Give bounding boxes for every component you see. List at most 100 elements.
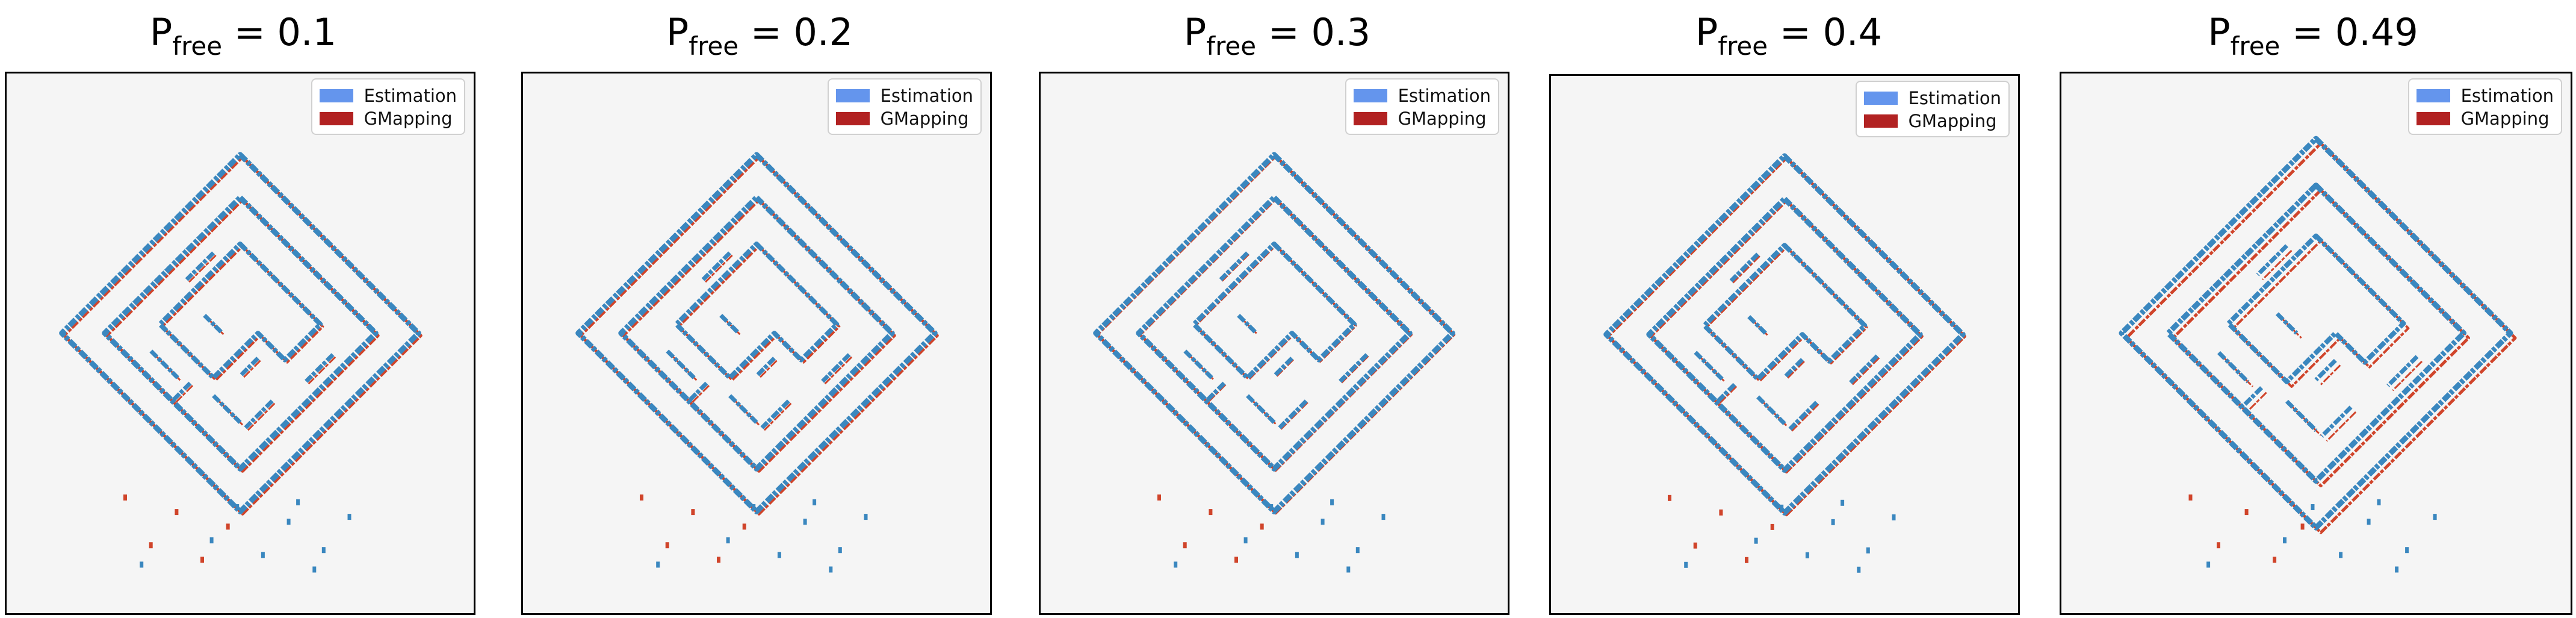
- obstacle-point: [1234, 557, 1238, 563]
- estimation-wall-segment: [305, 353, 335, 383]
- obstacle-point: [691, 509, 695, 516]
- estimation-wall-room: [1701, 243, 1868, 382]
- obstacle-point: [1668, 495, 1671, 501]
- obstacle-point: [1355, 547, 1360, 554]
- obstacle-point: [226, 523, 230, 530]
- gmapping-wall-segment: [2262, 249, 2293, 281]
- legend: Estimation GMapping: [827, 78, 982, 135]
- obstacle-point: [1157, 494, 1161, 501]
- obstacle-point: [2311, 504, 2315, 510]
- estimation-wall-segment: [1694, 351, 1724, 381]
- map-panel-2: Pfree = 0.2 Estimation GMapping: [516, 0, 998, 618]
- obstacle-point: [1346, 566, 1351, 573]
- obstacle-point: [321, 547, 326, 554]
- estimation-wall-outer: [2119, 136, 2513, 531]
- gmapping-wall-room: [1704, 246, 1868, 382]
- estimation-wall-outer: [575, 152, 938, 514]
- estimation-wall-outer: [1603, 153, 1966, 516]
- estimation-wall-segment: [2217, 351, 2250, 384]
- obstacle-point: [656, 561, 660, 568]
- obstacle-point: [235, 504, 240, 510]
- estimation-swatch: [1863, 92, 1898, 105]
- estimation-wall-segment: [701, 251, 732, 281]
- obstacle-point: [1754, 537, 1758, 544]
- occupancy-map: Estimation GMapping: [1039, 72, 1509, 615]
- gmapping-wall-segment: [2320, 364, 2341, 385]
- estimation-wall-segment: [2275, 312, 2299, 335]
- gmapping-swatch: [319, 112, 353, 125]
- obstacle-point: [1295, 552, 1299, 558]
- obstacle-point: [2273, 557, 2277, 563]
- gmapping-wall-segment: [1718, 385, 1738, 405]
- gmapping-wall-room: [677, 245, 841, 382]
- estimation-wall-segment: [238, 357, 260, 378]
- obstacle-point: [1321, 519, 1325, 525]
- obstacle-point: [2433, 514, 2437, 520]
- estimation-swatch: [2416, 89, 2450, 102]
- legend-item-gmapping: GMapping: [1863, 110, 2001, 133]
- obstacle-point: [2217, 542, 2220, 549]
- obstacle-point: [1174, 561, 1178, 568]
- panel-title: Pfree = 0.49: [2208, 10, 2418, 61]
- gmapping-wall-segment: [1851, 357, 1880, 385]
- gmapping-wall-segment: [2326, 411, 2357, 442]
- estimation-wall-segment: [719, 314, 740, 335]
- estimation-wall-segment: [185, 251, 215, 281]
- legend: Estimation GMapping: [1345, 78, 1499, 135]
- gmapping-swatch: [835, 112, 870, 125]
- estimation-swatch: [1353, 89, 1387, 102]
- gmapping-swatch: [2416, 112, 2450, 125]
- occupancy-map-drawing: [59, 152, 423, 573]
- obstacle-point: [312, 566, 317, 573]
- obstacle-point: [803, 519, 807, 525]
- estimation-wall-segment: [203, 314, 224, 335]
- legend-item-estimation: Estimation: [1353, 84, 1491, 107]
- gmapping-wall-outer: [1095, 154, 1456, 515]
- obstacle-point: [1780, 504, 1784, 511]
- gmapping-wall-outer: [2125, 142, 2517, 534]
- legend-item-gmapping: GMapping: [835, 107, 973, 130]
- estimation-wall-segment: [687, 381, 708, 403]
- obstacle-point: [717, 557, 720, 563]
- estimation-wall-segment: [170, 381, 192, 403]
- obstacle-point: [1381, 514, 1386, 520]
- estimation-wall-segment: [149, 349, 179, 379]
- estimation-wall-inner: [1136, 195, 1413, 472]
- gmapping-wall-inner: [622, 198, 896, 473]
- legend: Estimation GMapping: [2407, 78, 2562, 135]
- gmapping-wall-segment: [188, 254, 217, 283]
- estimation-wall-segment: [1729, 252, 1760, 282]
- obstacle-point: [640, 494, 643, 501]
- gmapping-wall-room: [161, 245, 324, 382]
- estimation-wall-room: [673, 242, 840, 381]
- occupancy-map-drawing: [2119, 136, 2517, 573]
- obstacle-point: [2188, 494, 2193, 501]
- gmapping-wall-segment: [2246, 392, 2267, 413]
- estimation-wall-segment: [1183, 349, 1213, 379]
- gmapping-wall-inner: [1649, 199, 1924, 474]
- obstacle-point: [1831, 519, 1835, 525]
- obstacle-point: [2377, 499, 2381, 505]
- legend-item-gmapping: GMapping: [1353, 107, 1491, 130]
- estimation-wall-segment: [1219, 251, 1249, 281]
- obstacle-point: [838, 547, 842, 554]
- gmapping-wall-segment: [758, 360, 778, 379]
- estimation-wall-segment: [1278, 399, 1308, 429]
- obstacle-point: [1330, 499, 1334, 505]
- estimation-wall-segment: [2386, 355, 2419, 387]
- obstacle-point: [2339, 552, 2343, 558]
- estimation-wall-segment: [1715, 382, 1736, 404]
- map-panel-4: Pfree = 0.4 Estimation GMapping: [1546, 0, 2027, 618]
- legend-item-estimation: Estimation: [1863, 87, 2001, 110]
- obstacle-point: [1857, 566, 1861, 573]
- obstacle-point: [1693, 542, 1697, 549]
- estimation-wall-segment: [244, 399, 274, 429]
- gmapping-wall-outer: [579, 155, 939, 516]
- panel-title: Pfree = 0.2: [666, 10, 853, 61]
- estimation-wall-segment: [728, 394, 758, 424]
- obstacle-point: [286, 519, 291, 525]
- obstacle-point: [209, 537, 214, 544]
- gmapping-swatch: [1863, 114, 1898, 128]
- gmapping-wall-segment: [824, 356, 853, 385]
- map-panel-3: Pfree = 0.3 Estimation GMapping: [1034, 0, 1516, 618]
